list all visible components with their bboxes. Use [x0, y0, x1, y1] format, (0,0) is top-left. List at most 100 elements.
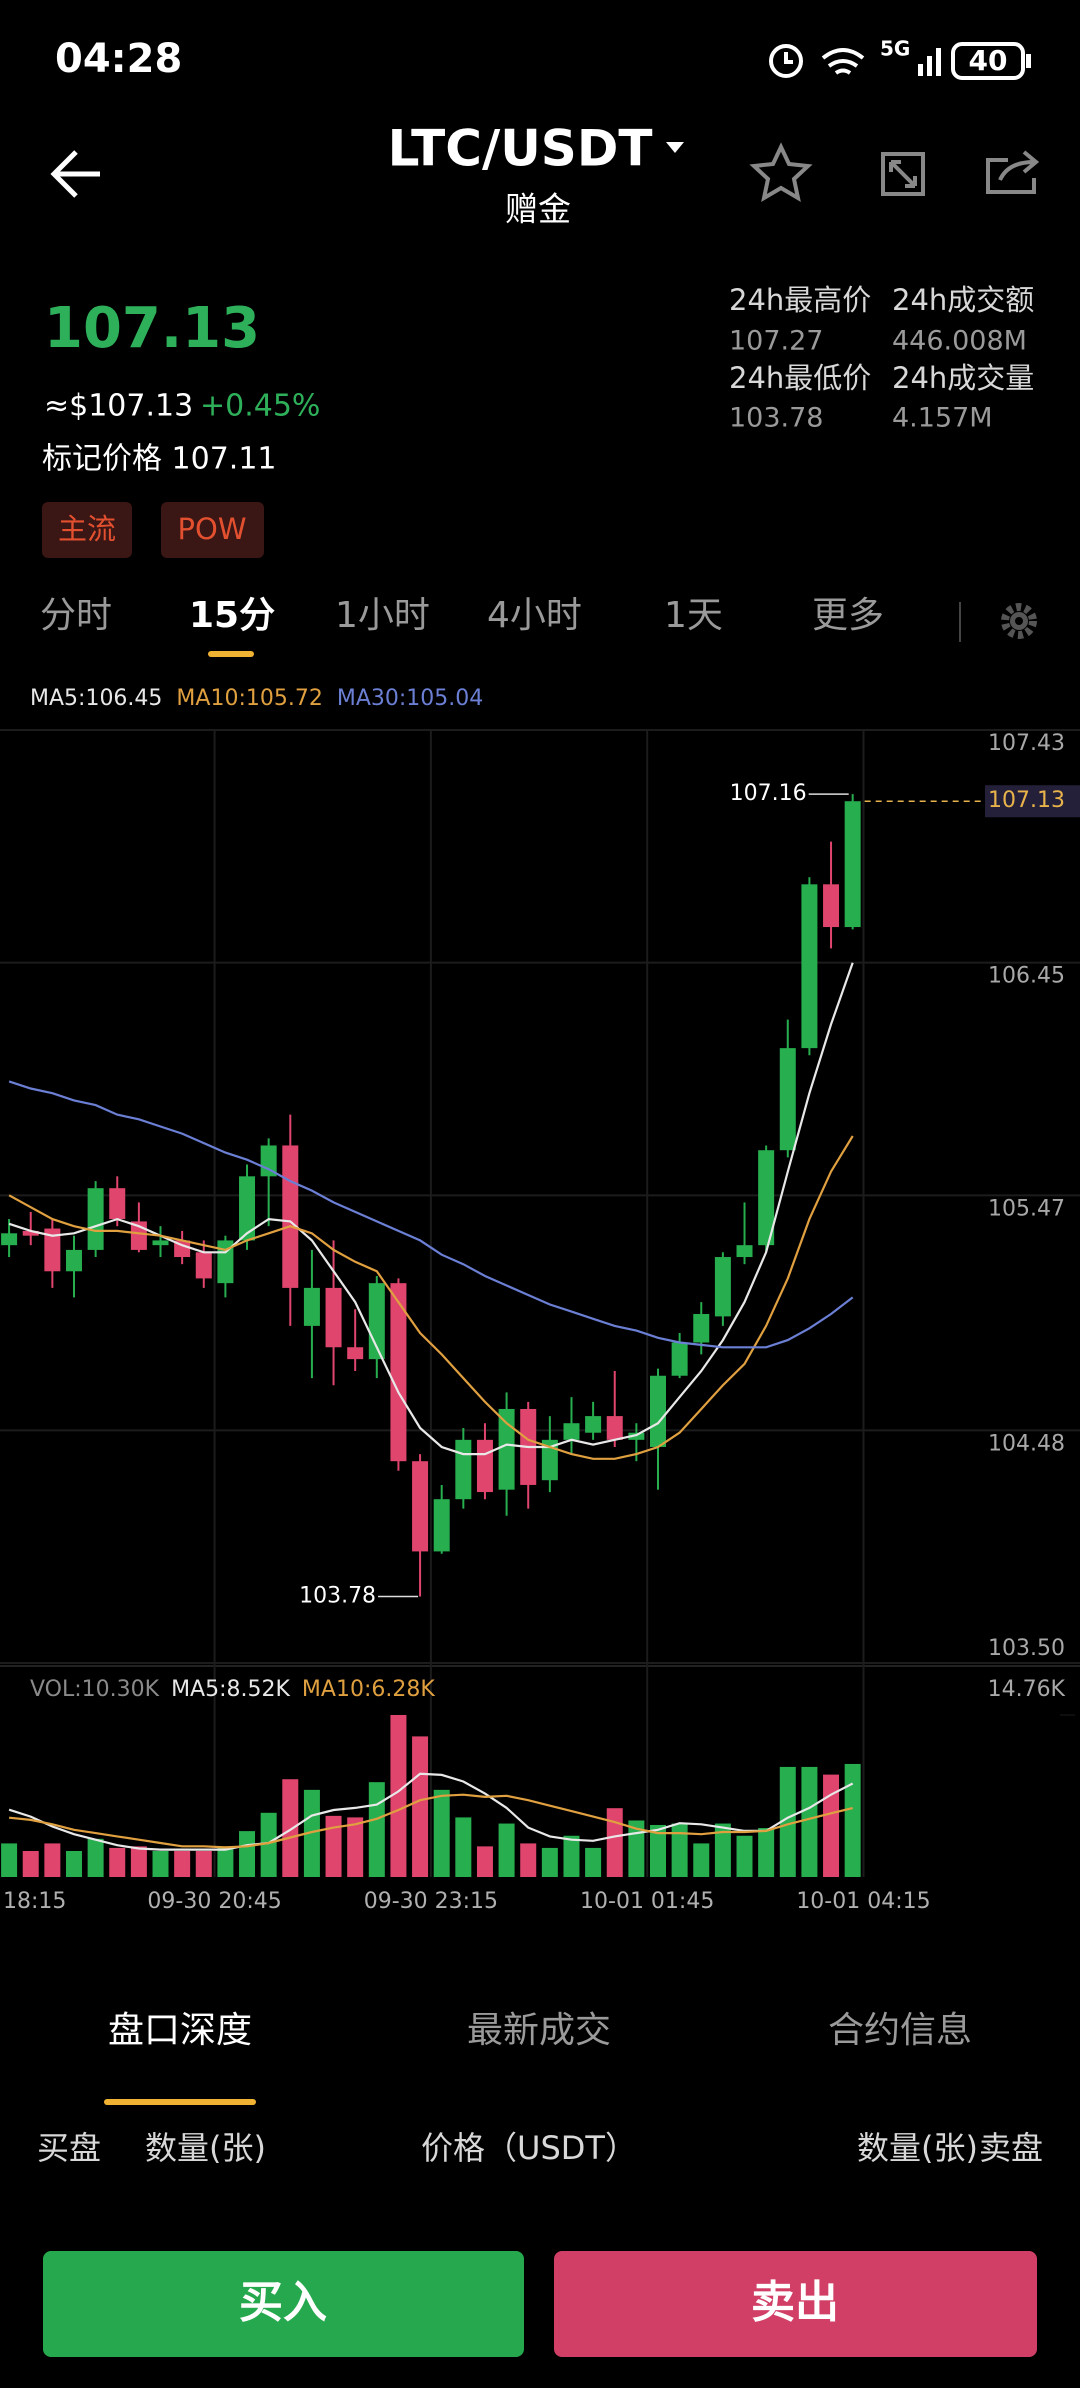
stat-label: 24h成交量 — [892, 361, 1034, 395]
candle-body — [455, 1439, 472, 1500]
x-tick-label: 09-30 23:15 — [364, 1889, 498, 1914]
candle-body — [433, 1499, 450, 1552]
volume-bar — [390, 1715, 407, 1877]
candle-body — [801, 884, 818, 1049]
interval-tab[interactable]: 1小时 — [335, 595, 430, 636]
sell-label[interactable]: 卖出 — [751, 2277, 839, 2328]
price-change: +0.45% — [200, 389, 320, 424]
candle-body — [22, 1230, 39, 1236]
status-time: 04:28 — [55, 36, 182, 82]
volume-bar — [844, 1763, 861, 1877]
volume-tick-label: 14.76K — [988, 1677, 1066, 1702]
volume-bar — [174, 1850, 191, 1877]
candle-body — [563, 1423, 580, 1440]
depth-tab-active[interactable]: 盘口深度 — [108, 2010, 252, 2051]
volume-bar — [239, 1831, 256, 1877]
volume-bar — [714, 1823, 731, 1877]
candle-body — [44, 1228, 61, 1272]
ma-line — [8, 1080, 854, 1349]
volume-bar — [217, 1846, 234, 1877]
y-tick-label: 104.48 — [988, 1431, 1065, 1456]
volume-bar — [44, 1843, 61, 1877]
interval-tab-active[interactable]: 15分 — [189, 595, 275, 636]
volume-bar — [130, 1846, 147, 1877]
volume-bar — [260, 1812, 277, 1877]
pair-subtitle: 赠金 — [505, 190, 571, 229]
x-tick-label: 10-01 01:45 — [580, 1889, 714, 1914]
candle-body — [823, 884, 840, 928]
volume-bar — [563, 1835, 580, 1877]
last-price-box — [985, 785, 1080, 818]
candle-body — [476, 1439, 493, 1493]
battery-level: 40 — [969, 44, 1008, 77]
candle-body — [758, 1150, 775, 1246]
stat-value: 446.008M — [892, 326, 1027, 357]
favorite-button[interactable] — [749, 142, 813, 203]
ma-legend: MA5:106.45 — [30, 686, 162, 711]
tag: POW — [178, 512, 247, 546]
usd-price: ≈$107.13 — [44, 389, 193, 424]
candle-body — [217, 1240, 234, 1284]
high-label: 107.16 — [730, 781, 807, 806]
x-tick-label: 18:15 — [3, 1889, 66, 1914]
candle-body — [779, 1048, 796, 1151]
column-header: 数量(张) — [145, 2129, 266, 2167]
back-button[interactable] — [50, 150, 100, 198]
candle-body — [1, 1233, 18, 1246]
volume-bar — [282, 1779, 299, 1877]
volume-ma-line — [8, 1793, 853, 1849]
candle-body — [650, 1375, 666, 1447]
pair-title[interactable]: LTC/USDT — [388, 120, 653, 178]
stat-value: 103.78 — [729, 403, 823, 434]
volume-bar — [585, 1847, 602, 1877]
y-tick-label: 105.47 — [988, 1196, 1065, 1221]
sell-button[interactable] — [554, 2251, 1037, 2357]
candle-body — [541, 1439, 558, 1481]
stat-value: 107.27 — [729, 326, 823, 357]
volume-bar — [325, 1815, 342, 1877]
candle-body — [390, 1283, 407, 1462]
volume-bar — [823, 1774, 840, 1877]
x-tick-label: 09-30 20:45 — [147, 1889, 281, 1914]
status-icons — [769, 42, 1031, 80]
depth-tab[interactable]: 合约信息 — [828, 2010, 972, 2051]
pair-dropdown[interactable] — [666, 142, 684, 153]
share-button[interactable] — [986, 150, 1040, 194]
volume-bar — [22, 1850, 39, 1877]
kline-chart: MA5:106.45 MA10:105.72 MA30:105.04 18:15 09-… — [0, 686, 1080, 1914]
interval-tab[interactable]: 更多 — [812, 595, 884, 636]
volume-bar — [541, 1847, 558, 1877]
buy-label[interactable]: 买入 — [239, 2277, 327, 2328]
volume-bar — [152, 1850, 169, 1877]
stat-value: 4.157M — [892, 403, 993, 434]
interval-tab[interactable]: 4小时 — [487, 595, 582, 636]
stat-label: 24h最高价 — [729, 283, 871, 317]
depth-tab[interactable]: 最新成交 — [467, 2010, 611, 2051]
volume-bar — [368, 1782, 385, 1877]
y-tick-label: 103.50 — [988, 1636, 1065, 1661]
candle-body — [347, 1347, 364, 1360]
column-header: 卖盘 — [979, 2129, 1043, 2167]
tag-box — [161, 502, 264, 558]
volume-bar — [65, 1850, 82, 1877]
y-tick-label: 107.43 — [988, 731, 1065, 756]
buy-button[interactable] — [43, 2251, 524, 2357]
volume-bar — [693, 1843, 710, 1877]
tab-indicator — [104, 2099, 256, 2105]
column-header: 买盘 — [37, 2129, 101, 2167]
candle-body — [65, 1249, 82, 1272]
ma-legend: MA30:105.04 — [337, 686, 483, 711]
settings-button[interactable] — [1001, 603, 1037, 639]
candle-body — [844, 801, 861, 928]
volume-bar — [801, 1766, 818, 1877]
interval-tab[interactable]: 分时 — [40, 595, 112, 636]
fullscreen-button[interactable] — [881, 152, 925, 196]
y-tick-label: 106.45 — [988, 964, 1065, 989]
network-label: 5G — [880, 37, 910, 61]
interval-tab[interactable]: 1天 — [664, 595, 723, 636]
volume-bar — [87, 1838, 104, 1877]
volume-bar — [109, 1847, 126, 1877]
